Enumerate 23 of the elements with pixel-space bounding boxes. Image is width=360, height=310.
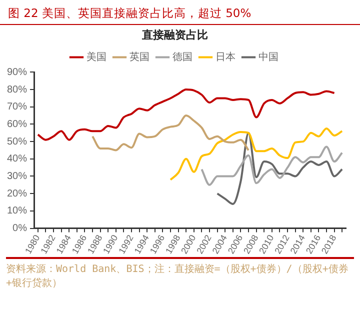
y-tick-label: 50% (7, 136, 28, 148)
y-tick-label: 90% (7, 66, 28, 78)
y-tick-label: 20% (7, 188, 28, 200)
line-series (92, 114, 250, 152)
y-tick-label: 80% (7, 84, 28, 96)
legend-label: 日本 (216, 50, 236, 63)
line-series (36, 88, 336, 141)
chart-title: 图 22 美国、英国直接融资占比高，超过 50% (0, 0, 360, 25)
y-tick-label: 10% (7, 206, 28, 217)
legend-label: 德国 (172, 52, 192, 63)
legend-label: 英国 (130, 50, 150, 63)
line-series (200, 146, 344, 186)
legend-label: 美国 (86, 50, 106, 63)
line-series (216, 132, 344, 205)
y-tick-label: 60% (7, 118, 28, 130)
y-tick-label: 0% (12, 223, 28, 234)
legend-label: 中国 (258, 50, 278, 63)
y-tick-label: 30% (7, 170, 28, 182)
y-tick-label: 40% (7, 154, 28, 165)
chart-subtitle: 直接融资占比 (141, 28, 208, 42)
text: 资料来源：World Bank、BIS；注：直接融资=（股权+债券）/（股权+债券+银行贷款） (6, 257, 354, 291)
line-series (170, 128, 344, 181)
y-tick-label: 70% (7, 102, 28, 113)
